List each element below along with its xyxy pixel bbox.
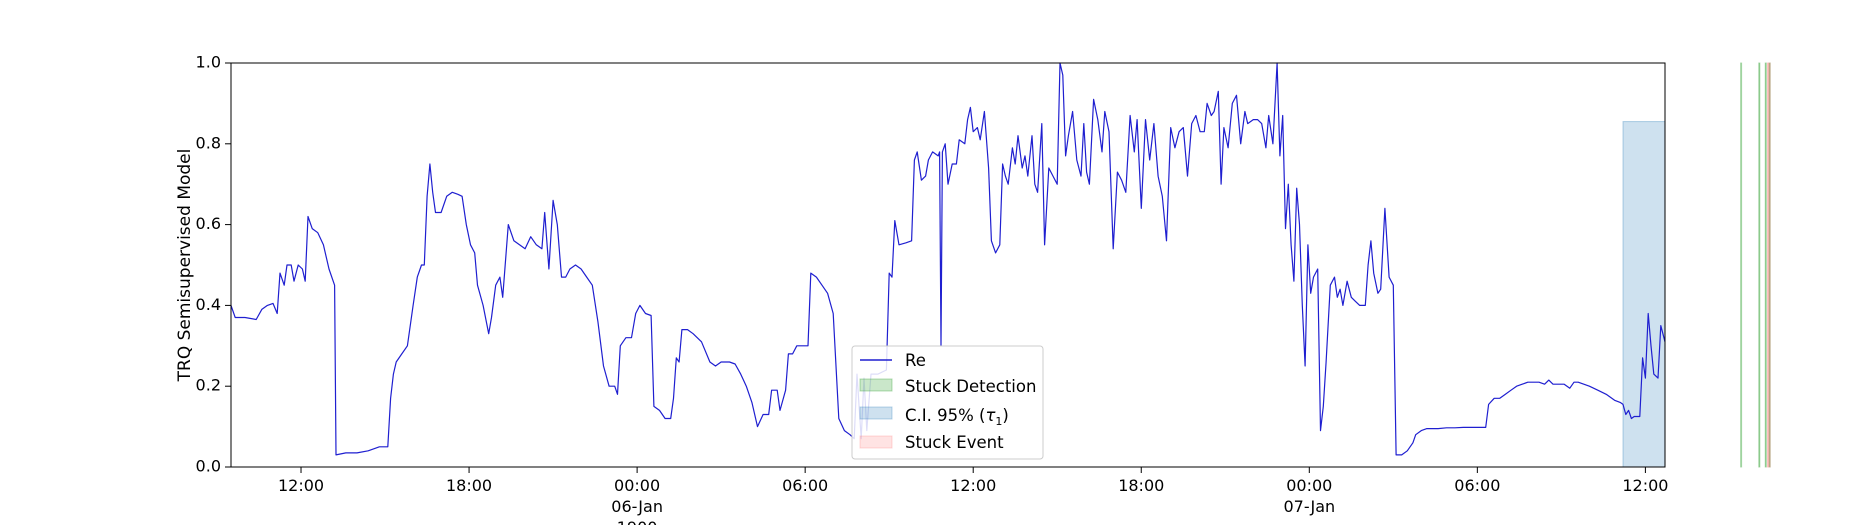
x-tick-label: 06-Jan [611,497,663,516]
legend-swatch-stuck-detection [859,378,893,392]
y-tick-label: 0.2 [196,376,221,395]
y-tick-label: 0.4 [196,295,221,314]
series-re [230,62,1666,456]
legend-label-re: Re [905,351,926,370]
shaded-region-2 [1758,62,1761,468]
y-tick-label: 0.6 [196,214,221,233]
legend-label-stuck-event: Stuck Event [905,433,1004,452]
legend-label-stuck-detection: Stuck Detection [905,377,1036,396]
legend-label-ci: C.I. 95% (τ1) [905,406,1009,428]
y-axis: 0.0 0.2 0.4 0.6 0.8 1.0 [196,53,231,476]
legend: Re Stuck Detection C.I. 95% (τ1) Stuck E… [851,345,1044,460]
y-axis-label: TRQ Semisupervised Model [175,149,195,383]
legend-swatch-stuck-event [859,435,893,449]
x-tick-label: 00:00 [1286,476,1332,495]
legend-swatch-ci [859,406,893,420]
x-axis: 12:00 18:00 00:00 06-Jan 1900 06:00 12:00 18:00… [278,467,1668,525]
shaded-region-0 [1622,121,1666,468]
y-tick-label: 1.0 [196,53,221,72]
x-tick-label: 18:00 [446,476,492,495]
plot-frame [230,62,1666,468]
x-tick-label: 12:00 [1622,476,1668,495]
x-tick-label: 18:00 [1118,476,1164,495]
shaded-region-4 [1767,62,1770,468]
x-tick-label: 06:00 [782,476,828,495]
x-tick-label: 12:00 [278,476,324,495]
x-tick-label: 1900 [617,518,658,525]
shaded-region-5 [1768,62,1771,468]
legend-box [851,345,1044,460]
y-tick-label: 0.8 [196,133,221,152]
shaded-region-1 [1740,62,1743,468]
x-tick-label: 07-Jan [1283,497,1335,516]
x-tick-label: 06:00 [1454,476,1500,495]
x-tick-label: 12:00 [950,476,996,495]
x-tick-label: 00:00 [614,476,660,495]
series-line-0 [230,62,1666,456]
shaded-regions [1622,62,1771,468]
y-tick-label: 0.0 [196,457,221,476]
shaded-region-3 [1764,62,1767,468]
